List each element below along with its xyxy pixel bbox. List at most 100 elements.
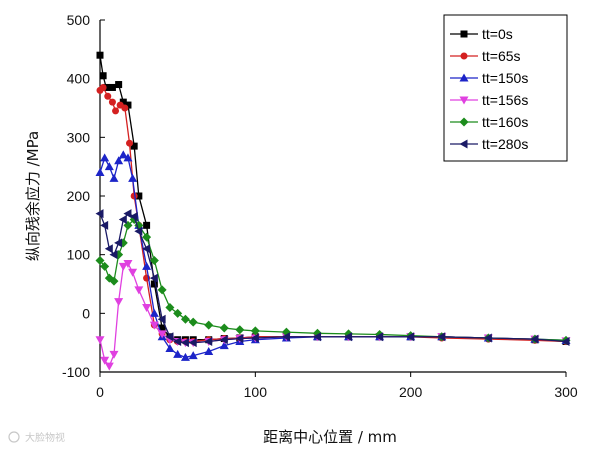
data-point: [100, 153, 110, 162]
data-point: [188, 338, 197, 348]
legend-entry: tt=280s: [450, 136, 528, 152]
legend-marker: [459, 139, 468, 149]
legend-marker: [460, 30, 468, 38]
data-point: [149, 308, 159, 317]
data-point: [100, 261, 110, 271]
data-point: [165, 302, 175, 312]
series-tt=156s: [95, 259, 571, 371]
data-point: [95, 209, 104, 219]
x-axis-label: 距离中心位置 / mm: [263, 428, 397, 446]
data-point: [129, 212, 138, 222]
legend-entry: tt=65s: [450, 48, 521, 64]
data-point: [96, 51, 104, 59]
data-point: [115, 81, 123, 89]
legend-marker: [459, 96, 469, 105]
data-point: [109, 276, 119, 286]
data-point: [219, 323, 229, 333]
data-point: [180, 352, 190, 361]
watermark-text: 大脸物视: [25, 431, 65, 444]
data-point: [95, 336, 105, 345]
data-point: [149, 273, 158, 283]
data-point: [130, 192, 138, 200]
legend-entry: tt=160s: [450, 114, 528, 130]
data-point: [281, 332, 290, 342]
data-point: [99, 83, 107, 91]
data-point: [135, 192, 143, 200]
data-point: [142, 261, 152, 270]
y-tick-label: 0: [82, 305, 90, 321]
legend: tt=0s tt=65s tt=150s tt=156s tt=160s tt=280s: [443, 14, 568, 162]
legend-entry: tt=156s: [450, 92, 528, 108]
data-point: [99, 72, 107, 80]
data-point: [173, 308, 183, 318]
data-point: [126, 139, 134, 147]
data-point: [150, 280, 158, 288]
data-point: [109, 250, 118, 260]
data-point: [112, 107, 120, 115]
y-axis-label: 纵向残余应力 /MPa: [24, 131, 42, 261]
data-point: [100, 220, 109, 230]
data-point: [108, 98, 116, 106]
data-point: [250, 326, 260, 336]
data-point: [437, 332, 446, 342]
data-point: [165, 332, 174, 342]
data-point: [157, 314, 166, 324]
legend-entry: tt=150s: [450, 70, 528, 86]
data-point: [142, 232, 152, 242]
data-point: [375, 332, 384, 342]
series-line: [99, 218, 567, 341]
data-point: [100, 356, 110, 365]
watermark: 大脸物视: [8, 431, 65, 444]
x-tick-label: 300: [554, 384, 578, 400]
data-point: [180, 338, 189, 348]
series-tt=280s: [95, 209, 570, 348]
data-point: [118, 150, 128, 159]
data-point: [142, 303, 152, 312]
legend-entry: tt=0s: [450, 26, 513, 42]
series-line: [99, 154, 567, 358]
data-point: [124, 101, 132, 109]
data-point: [188, 317, 198, 327]
series-line: [99, 212, 567, 344]
data-point: [134, 286, 144, 295]
data-point: [219, 335, 228, 345]
data-point: [149, 321, 159, 330]
data-point: [123, 209, 132, 219]
data-point: [235, 334, 244, 344]
y-tick-label: 300: [67, 129, 91, 145]
y-tick-label: 400: [67, 71, 91, 87]
legend-label: tt=280s: [482, 136, 528, 152]
data-point: [104, 162, 114, 171]
data-point: [204, 320, 214, 330]
data-point: [108, 83, 116, 91]
data-point: [104, 92, 112, 100]
weibo-icon: [8, 431, 20, 443]
data-point: [312, 332, 321, 342]
data-point: [104, 244, 113, 254]
data-point: [406, 332, 415, 342]
data-point: [95, 168, 105, 177]
data-point: [204, 346, 214, 355]
data-point: [483, 333, 492, 343]
data-point: [119, 98, 127, 106]
data-point: [104, 362, 114, 371]
legend-label: tt=160s: [482, 114, 528, 130]
data-point: [118, 262, 128, 271]
data-point: [250, 333, 259, 343]
y-tick-label: -100: [62, 364, 90, 380]
data-point: [219, 341, 229, 350]
x-tick-label: 0: [96, 384, 104, 400]
data-point: [114, 298, 124, 307]
data-point: [123, 153, 133, 162]
data-point: [134, 226, 143, 236]
data-point: [142, 244, 151, 254]
data-point: [204, 336, 213, 346]
data-point: [165, 344, 175, 353]
x-tick-label: 200: [399, 384, 423, 400]
data-point: [173, 349, 183, 358]
tick-layer: 0 100 200 300 -100 0 100 200 300 400 500: [62, 12, 578, 400]
data-point: [235, 325, 245, 335]
data-point: [173, 336, 182, 346]
legend-marker: [459, 117, 469, 127]
